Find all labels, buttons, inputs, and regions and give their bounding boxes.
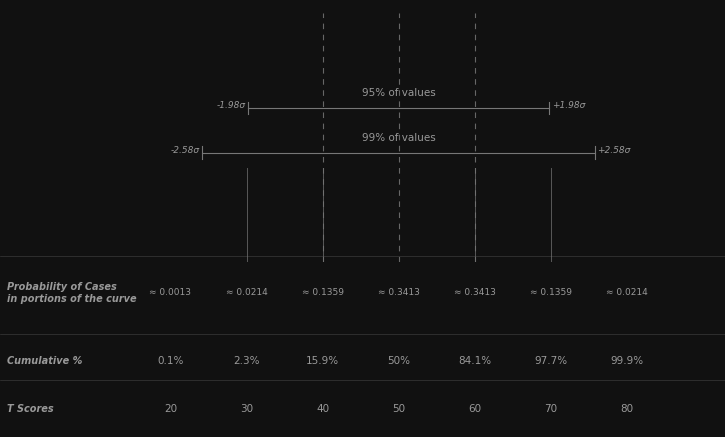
Text: 70: 70	[544, 404, 558, 413]
Text: 95% of values: 95% of values	[362, 88, 436, 98]
Text: 80: 80	[621, 404, 634, 413]
Text: ≈ 0.3413: ≈ 0.3413	[378, 288, 420, 297]
Text: 0.1%: 0.1%	[157, 356, 183, 365]
Text: 50%: 50%	[387, 356, 410, 365]
Text: ≈ 0.3413: ≈ 0.3413	[454, 288, 496, 297]
Text: 20: 20	[164, 404, 177, 413]
Text: ≈ 0.0013: ≈ 0.0013	[149, 288, 191, 297]
Text: 99.9%: 99.9%	[610, 356, 644, 365]
Text: ≈ 0.0214: ≈ 0.0214	[225, 288, 268, 297]
Text: +2.58σ: +2.58σ	[597, 146, 631, 155]
Text: Cumulative %: Cumulative %	[7, 356, 83, 365]
Text: 99% of values: 99% of values	[362, 133, 436, 142]
Text: Probability of Cases
in portions of the curve: Probability of Cases in portions of the …	[7, 282, 137, 304]
Text: ≈ 0.1359: ≈ 0.1359	[302, 288, 344, 297]
Text: 50: 50	[392, 404, 405, 413]
Text: 84.1%: 84.1%	[458, 356, 492, 365]
Text: -2.58σ: -2.58σ	[171, 146, 200, 155]
Text: T Scores: T Scores	[7, 404, 54, 413]
Text: 30: 30	[240, 404, 253, 413]
Text: +1.98σ: +1.98σ	[552, 101, 585, 110]
Text: 2.3%: 2.3%	[233, 356, 260, 365]
Text: ≈ 0.0214: ≈ 0.0214	[606, 288, 648, 297]
Text: 97.7%: 97.7%	[534, 356, 568, 365]
Text: ≈ 0.1359: ≈ 0.1359	[530, 288, 572, 297]
Text: 60: 60	[468, 404, 481, 413]
Text: 15.9%: 15.9%	[306, 356, 339, 365]
Text: -1.98σ: -1.98σ	[217, 101, 246, 110]
Text: 40: 40	[316, 404, 329, 413]
